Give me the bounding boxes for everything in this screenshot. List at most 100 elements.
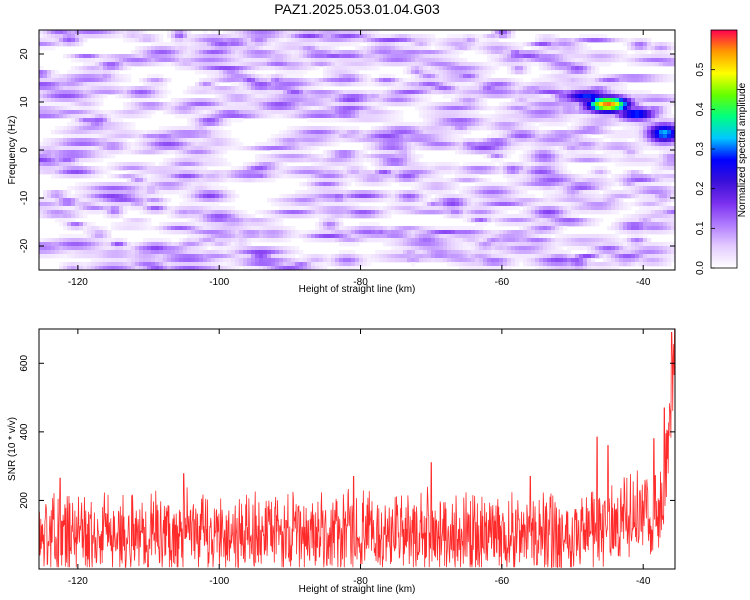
heatmap-cell (183, 114, 188, 119)
heatmap-cell (219, 110, 224, 115)
heatmap-cell (511, 118, 516, 123)
heatmap-cell (551, 78, 556, 83)
heatmap-cell (411, 162, 416, 167)
heatmap-cell (199, 146, 204, 151)
heatmap-cell (599, 50, 604, 55)
heatmap-cell (347, 106, 352, 111)
heatmap-cell (403, 170, 408, 175)
heatmap-cell (351, 50, 356, 55)
heatmap-cell (435, 54, 440, 59)
heatmap-cell (363, 106, 368, 111)
heatmap-cell (599, 178, 604, 183)
heatmap-cell (319, 118, 324, 123)
heatmap-cell (303, 54, 308, 59)
heatmap-cell (603, 82, 608, 87)
heatmap-cell (87, 122, 92, 127)
heatmap-cell (187, 46, 192, 51)
heatmap-cell (587, 78, 592, 83)
heatmap-cell (523, 98, 528, 103)
heatmap-cell (671, 42, 675, 47)
heatmap-cell (507, 150, 512, 155)
heatmap-cell (303, 82, 308, 87)
heatmap-cell (331, 178, 336, 183)
heatmap-cell (47, 162, 52, 167)
heatmap-cell (535, 42, 540, 47)
heatmap-cell (619, 158, 624, 163)
heatmap-cell (359, 130, 364, 135)
heatmap-cell (99, 90, 104, 95)
heatmap-cell (579, 86, 584, 91)
heatmap-cell (87, 70, 92, 75)
heatmap-cell (55, 130, 60, 135)
heatmap-cell (403, 174, 408, 179)
heatmap-cell (427, 74, 432, 79)
heatmap-cell (587, 126, 592, 131)
heatmap-cell (83, 122, 88, 127)
heatmap-cell (211, 70, 216, 75)
heatmap-cell (303, 158, 308, 163)
heatmap-cell (655, 110, 660, 115)
heatmap-cell (271, 150, 276, 155)
heatmap-cell (167, 158, 172, 163)
heatmap-cell (663, 50, 668, 55)
heatmap-cell (199, 174, 204, 179)
heatmap-cell (555, 178, 560, 183)
heatmap-cell (559, 162, 564, 167)
heatmap-cell (647, 122, 652, 127)
heatmap-cell (195, 54, 200, 59)
heatmap-cell (651, 162, 656, 167)
heatmap-cell (279, 62, 284, 67)
heatmap-cell (287, 98, 292, 103)
heatmap-cell (611, 150, 616, 155)
heatmap-cell (651, 54, 656, 59)
heatmap-cell (203, 122, 208, 127)
heatmap-cell (551, 114, 556, 119)
heatmap-cell (103, 74, 108, 79)
heatmap-cell (559, 134, 564, 139)
heatmap-cell (475, 86, 480, 91)
heatmap-cell (223, 54, 228, 59)
heatmap-cell (187, 162, 192, 167)
heatmap-cell (87, 130, 92, 135)
heatmap-cell (355, 130, 360, 135)
heatmap-cell (395, 50, 400, 55)
heatmap-cell (227, 86, 232, 91)
heatmap-cell (571, 126, 576, 131)
heatmap-cell (519, 142, 524, 147)
heatmap-cell (123, 106, 128, 111)
heatmap-cell (539, 134, 544, 139)
heatmap-cell (607, 134, 612, 139)
heatmap-cell (295, 38, 300, 43)
heatmap-cell (551, 94, 556, 99)
heatmap-cell (343, 34, 348, 39)
heatmap-cell (287, 166, 292, 171)
heatmap-cell (635, 58, 640, 63)
heatmap-cell (555, 70, 560, 75)
heatmap-cell (523, 174, 528, 179)
heatmap-cell (187, 122, 192, 127)
heatmap-cell (199, 70, 204, 75)
heatmap-cell (79, 174, 84, 179)
heatmap-cell (71, 90, 76, 95)
heatmap-cell (107, 150, 112, 155)
heatmap-cell (91, 130, 96, 135)
heatmap-cell (115, 130, 120, 135)
heatmap-cell (191, 162, 196, 167)
heatmap-cell (339, 154, 344, 159)
heatmap-cell (491, 82, 496, 87)
heatmap-cell (267, 78, 272, 83)
heatmap-cell (507, 102, 512, 107)
heatmap-cell (451, 142, 456, 147)
heatmap-cell (487, 58, 492, 63)
heatmap-cell (115, 114, 120, 119)
heatmap-cell (379, 158, 384, 163)
heatmap-cell (563, 158, 568, 163)
heatmap-cell (199, 154, 204, 159)
heatmap-cell (547, 130, 552, 135)
heatmap-cell (51, 82, 56, 87)
heatmap-cell (643, 74, 648, 79)
heatmap-cell (535, 142, 540, 147)
heatmap-cell (195, 130, 200, 135)
heatmap-cell (335, 118, 340, 123)
heatmap-cell (103, 122, 108, 127)
